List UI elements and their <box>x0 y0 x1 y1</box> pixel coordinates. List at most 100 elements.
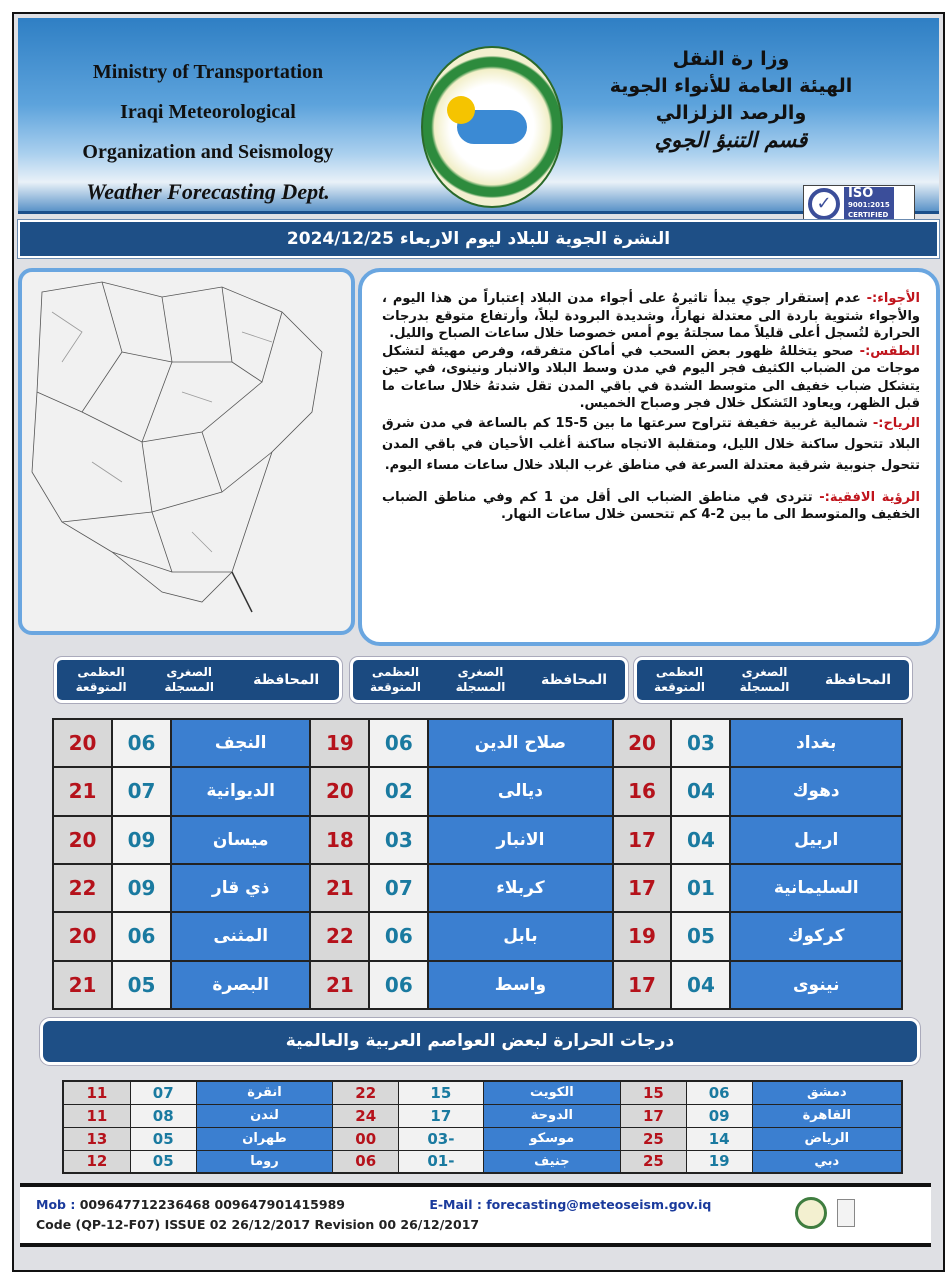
min-temp-cell: 03 <box>670 717 732 769</box>
max-temp-cell: 21 <box>309 959 371 1011</box>
max-temp-cell: 19 <box>309 717 371 769</box>
city-name-cell: الرياض <box>751 1126 903 1151</box>
city-name-cell: واسط <box>427 959 614 1011</box>
min-temp-cell: 05 <box>670 911 732 962</box>
max-header: العظمى المتوقعة <box>370 665 421 694</box>
city-name-cell: الدوحة <box>482 1103 622 1128</box>
city-name-cell: كربلاء <box>427 862 614 914</box>
capitals-temperature-table: دمشق 06 15 الكويت 15 22 انقرة 07 11 القاهرة 09 17 ال… <box>62 1080 903 1174</box>
min-temp-cell: 09 <box>111 862 172 914</box>
org-name-line2: Organization and Seismology <box>82 141 334 163</box>
min-temp-cell: 08 <box>129 1103 197 1128</box>
max-header: العظمى المتوقعة <box>75 665 127 694</box>
checkmark-icon: ✓ <box>808 188 840 220</box>
province-header: المحافظة <box>253 671 320 688</box>
ministry-name: Ministry of Transportation <box>92 61 324 83</box>
city-name-cell: دمشق <box>751 1080 903 1105</box>
min-temp-cell: 14 <box>685 1126 753 1151</box>
city-name-cell: الكويت <box>482 1080 622 1105</box>
city-name-cell: الانبار <box>427 814 614 865</box>
ministry-name-ar: وزا رة النقل <box>672 48 790 70</box>
english-org-name: Ministry of Transportation Iraqi Meteoro… <box>48 52 368 212</box>
city-name-cell: دبي <box>751 1149 903 1174</box>
forecast-text-panel: الأجواء:- عدم إستقرار جوي يبدأ تاثيرهُ ع… <box>358 268 940 646</box>
min-temp-cell: 06 <box>111 717 172 769</box>
max-temp-cell: 25 <box>620 1149 687 1174</box>
email-link[interactable]: forecasting@meteoseism.gov.iq <box>486 1197 712 1212</box>
city-name-cell: البصرة <box>169 959 312 1011</box>
city-name-cell: ميسان <box>169 814 312 865</box>
table-row: دبي 19 25 جنيف -01 06 روما 05 12 <box>62 1149 903 1174</box>
min-temp-cell: 09 <box>685 1103 753 1128</box>
atmosphere-text: عدم إستقرار جوي يبدأ تاثيرهُ على أجواء م… <box>382 291 920 341</box>
min-temp-cell: 02 <box>368 766 430 817</box>
header-banner: Ministry of Transportation Iraqi Meteoro… <box>18 18 939 223</box>
max-temp-cell: 17 <box>620 1103 687 1128</box>
city-name-cell: الديوانية <box>169 766 312 817</box>
min-temp-cell: 04 <box>670 766 732 817</box>
min-temp-cell: 03 <box>368 814 430 865</box>
province-header: المحافظة <box>824 671 892 688</box>
forecast-weather: الطقس:- صحو يتخللهُ ظهور بعض السحب في أم… <box>382 343 920 413</box>
city-name-cell: موسكو <box>482 1126 622 1151</box>
table-row: بغداد 03 20 صلاح الدين 06 19 النجف 06 20 <box>51 717 903 769</box>
min-temp-cell: 06 <box>368 911 430 962</box>
max-header: العظمى المتوقعة <box>654 665 705 694</box>
wind-label: الرياح:- <box>872 415 920 431</box>
city-name-cell: اربيل <box>729 814 903 865</box>
city-name-cell: طهران <box>195 1126 334 1151</box>
org-name-ar-1: الهيئة العامة للأنواء الجوية <box>609 75 853 97</box>
min-temp-cell: 09 <box>111 814 172 865</box>
forecast-atmosphere: الأجواء:- عدم إستقرار جوي يبدأ تاثيرهُ ع… <box>382 290 920 343</box>
table-row: اربيل 04 17 الانبار 03 18 ميسان 09 20 <box>51 814 903 865</box>
province-boundaries-map <box>31 281 323 613</box>
max-temp-cell: 20 <box>51 911 114 962</box>
max-temp-cell: 24 <box>332 1103 400 1128</box>
max-temp-cell: 21 <box>51 959 114 1011</box>
max-temp-cell: 15 <box>620 1080 687 1105</box>
max-temp-cell: 22 <box>309 911 371 962</box>
city-name-cell: بابل <box>427 911 614 962</box>
max-temp-cell: 17 <box>611 862 673 914</box>
city-name-cell: جنيف <box>482 1149 622 1174</box>
max-temp-cell: 20 <box>51 717 114 769</box>
min-header: الصغرى المسجلة <box>739 665 790 694</box>
city-name-cell: ذي قار <box>169 862 312 914</box>
max-temp-cell: 22 <box>51 862 114 914</box>
min-temp-cell: 05 <box>129 1149 197 1174</box>
min-temp-cell: 06 <box>111 911 172 962</box>
min-temp-cell: 04 <box>670 814 732 865</box>
max-temp-cell: 21 <box>51 766 114 817</box>
weather-text: صحو يتخللهُ ظهور بعض السحب في أماكن متفر… <box>382 343 920 412</box>
table-row: دهوك 04 16 ديالى 02 20 الديوانية 07 21 <box>51 766 903 817</box>
max-temp-cell: 06 <box>332 1149 400 1174</box>
max-temp-cell: 18 <box>309 814 371 865</box>
max-temp-cell: 20 <box>611 717 673 769</box>
province-temperature-table: بغداد 03 20 صلاح الدين 06 19 النجف 06 20 دهوك 04 16… <box>51 717 903 1011</box>
max-temp-cell: 21 <box>309 862 371 914</box>
table-row: دمشق 06 15 الكويت 15 22 انقرة 07 11 <box>62 1080 903 1105</box>
city-name-cell: المثنى <box>169 911 312 962</box>
city-name-cell: انقرة <box>195 1080 334 1105</box>
table-row: السليمانية 01 17 كربلاء 07 21 ذي قار 09 22 <box>51 862 903 914</box>
min-temp-cell: 06 <box>685 1080 753 1105</box>
column-header-group-1: المحافظة الصغرى المسجلة العظمى المتوقعة <box>634 657 912 703</box>
min-temp-cell: 06 <box>368 959 430 1011</box>
city-name-cell: لندن <box>195 1103 334 1128</box>
city-name-cell: كركوك <box>729 911 903 962</box>
min-header: الصغرى المسجلة <box>455 665 506 694</box>
arabic-org-name: وزا رة النقل الهيئة العامة للأنواء الجوي… <box>601 46 861 154</box>
city-name-cell: دهوك <box>729 766 903 817</box>
mobile-numbers: 009647712236468 009647901415989 <box>79 1197 345 1212</box>
table-row: نينوى 04 17 واسط 06 21 البصرة 05 21 <box>51 959 903 1011</box>
city-name-cell: القاهرة <box>751 1103 903 1128</box>
table-row: كركوك 05 19 بابل 06 22 المثنى 06 20 <box>51 911 903 962</box>
document-code: Code (QP-12-F07) ISSUE 02 26/12/2017 Rev… <box>36 1217 480 1232</box>
bulletin-title: النشرة الجوية للبلاد ليوم الاربعاء 2024/… <box>18 220 939 258</box>
iso-certified: CERTIFIED <box>848 210 889 219</box>
max-temp-cell: 17 <box>611 814 673 865</box>
org-seal-icon <box>795 1197 827 1229</box>
city-name-cell: السليمانية <box>729 862 903 914</box>
max-temp-cell: 25 <box>620 1126 687 1151</box>
footer: Mob : 009647712236468 009647901415989 E-… <box>20 1183 931 1247</box>
